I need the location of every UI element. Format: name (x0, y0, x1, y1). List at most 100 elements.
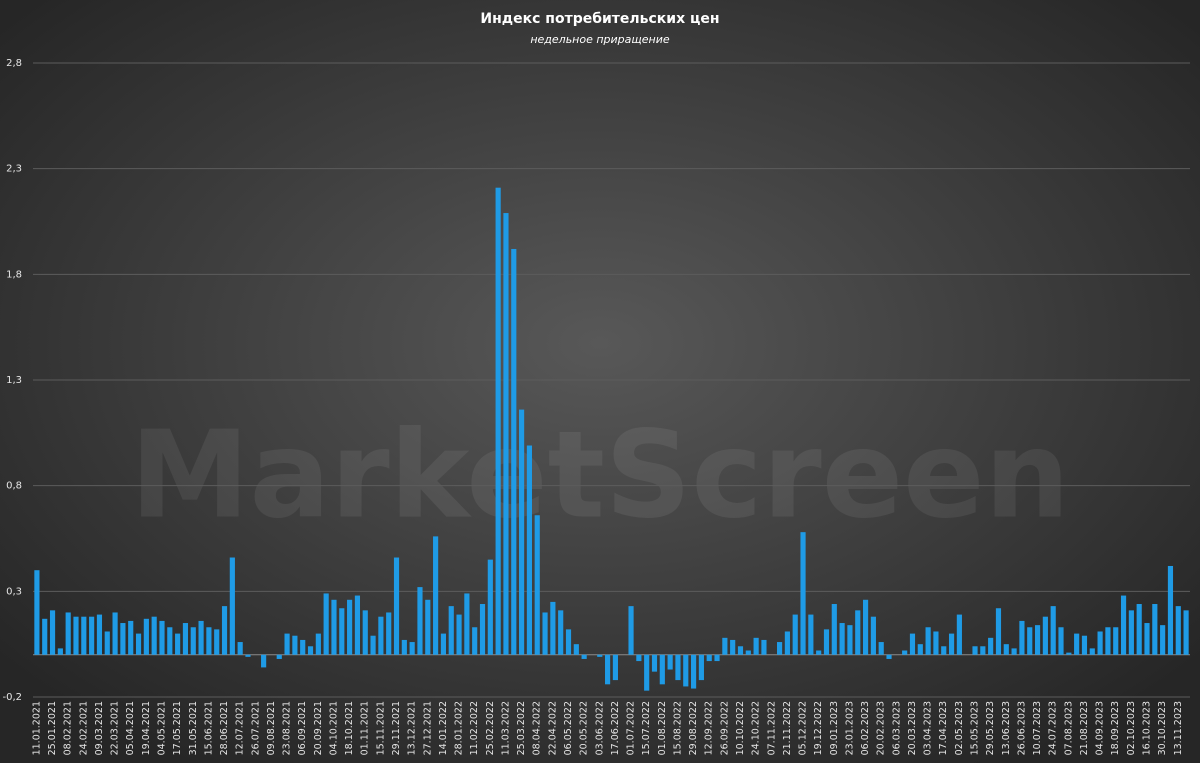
x-tick-label: 20.09.2021 (313, 701, 324, 755)
x-tick-label: 02.05.2023 (954, 701, 965, 755)
bar (909, 633, 916, 655)
bar (182, 623, 189, 655)
bar (42, 618, 48, 655)
bar (862, 599, 869, 655)
x-tick-label: 29.11.2021 (391, 701, 402, 755)
bar (378, 616, 384, 655)
bar (1183, 610, 1189, 655)
bar (839, 623, 845, 655)
bar (519, 409, 525, 655)
bar (456, 614, 462, 655)
bar (198, 620, 204, 655)
bar (135, 633, 142, 655)
bar (1081, 635, 1088, 655)
bar (1058, 627, 1064, 655)
x-tick-label: 06.09.2021 (297, 701, 308, 755)
y-tick-label: 1,3 (6, 375, 22, 386)
x-tick-label: 28.06.2021 (219, 701, 230, 755)
bar (214, 629, 220, 655)
x-tick-label: 17.05.2021 (172, 701, 183, 755)
x-tick-label: 01.07.2022 (626, 701, 637, 755)
bar (558, 610, 564, 655)
bar (675, 654, 681, 681)
bar (948, 633, 955, 655)
bar (1089, 648, 1095, 655)
x-tick-label: 25.02.2022 (485, 701, 496, 755)
bar (362, 610, 368, 655)
x-tick-label: 12.07.2021 (235, 701, 246, 755)
x-tick-label: 17.04.2023 (938, 701, 949, 755)
bar (49, 610, 56, 655)
bar (933, 631, 939, 655)
x-tick-label: 09.03.2021 (94, 701, 105, 755)
bar (1128, 610, 1134, 655)
bar (1050, 606, 1056, 655)
x-tick-label: 10.07.2023 (1032, 701, 1043, 755)
bar (393, 557, 400, 655)
bar (440, 633, 447, 655)
bar (1066, 652, 1072, 655)
x-tick-label: 08.04.2022 (532, 701, 543, 755)
x-tick-label: 15.06.2021 (203, 701, 214, 755)
bar (331, 599, 337, 655)
bar (159, 620, 165, 655)
x-tick-label: 23.01.2023 (844, 701, 855, 755)
x-tick-label: 07.08.2023 (1063, 701, 1074, 755)
x-tick-label: 16.10.2023 (1142, 701, 1153, 755)
bar (1042, 616, 1048, 655)
x-tick-label: 06.03.2023 (891, 701, 902, 755)
x-tick-label: 23.08.2021 (282, 701, 293, 755)
bar (237, 642, 243, 655)
x-tick-label: 10.10.2022 (735, 701, 746, 755)
bar (229, 557, 235, 655)
bar (573, 644, 579, 655)
bar (276, 654, 282, 659)
bar (261, 654, 267, 668)
bar (925, 627, 931, 655)
bar (245, 654, 251, 657)
bar (128, 620, 134, 655)
x-tick-label: 24.10.2022 (751, 701, 762, 755)
bar (417, 587, 423, 655)
x-tick-label: 06.05.2022 (563, 701, 574, 755)
x-tick-label: 11.01.2021 (31, 701, 42, 755)
bar (667, 654, 673, 670)
x-tick-label: 13.11.2023 (1173, 701, 1184, 755)
x-tick-label: 13.12.2021 (407, 701, 418, 755)
bar (855, 610, 861, 655)
bar (792, 614, 798, 655)
bar (307, 646, 314, 655)
bar (1011, 648, 1017, 655)
x-tick-label: 22.03.2021 (110, 701, 121, 755)
x-tick-label: 15.07.2022 (641, 701, 652, 755)
bar (354, 595, 361, 655)
y-tick-label: 0,3 (6, 586, 22, 597)
bar (347, 599, 353, 655)
x-tick-label: 02.10.2023 (1126, 701, 1137, 755)
x-tick-label: 08.02.2021 (63, 701, 74, 755)
bar (503, 213, 509, 655)
x-tick-label: 26.06.2023 (1016, 701, 1027, 755)
bar (1152, 604, 1158, 655)
bar (339, 608, 345, 655)
bar (1097, 631, 1103, 655)
y-tick-label: 2,3 (6, 164, 22, 175)
bar (706, 654, 712, 662)
bar (57, 648, 63, 655)
chart-subtitle: недельное приращение (530, 33, 670, 46)
bar (1027, 627, 1033, 655)
x-tick-label: 26.09.2022 (719, 701, 730, 755)
bar (1167, 565, 1174, 655)
x-tick-label: 20.03.2023 (907, 701, 918, 755)
x-tick-label: 20.02.2023 (876, 701, 887, 755)
x-tick-label: 07.11.2022 (766, 701, 777, 755)
x-tick-label: 01.08.2022 (657, 701, 668, 755)
y-tick-label: 2,8 (6, 58, 22, 69)
bar (870, 616, 876, 655)
x-tick-label: 09.08.2021 (266, 701, 277, 755)
x-tick-label: 26.07.2021 (250, 701, 261, 755)
x-tick-label: 15.08.2022 (672, 701, 683, 755)
bar (823, 629, 830, 655)
x-tick-label: 09.01.2023 (829, 701, 840, 755)
